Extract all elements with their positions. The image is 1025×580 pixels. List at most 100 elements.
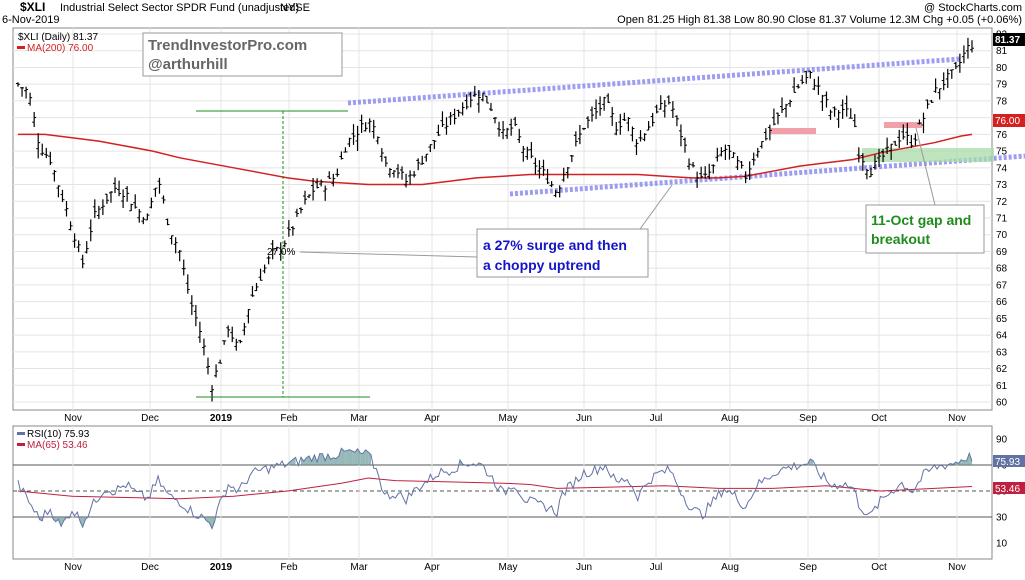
price-bar [153,187,158,197]
rsi-overbought-area [368,452,372,465]
rsi-overbought-area [360,453,363,465]
price-tick-label: 81 [996,46,1008,57]
price-bar [897,129,902,148]
price-bar [319,179,324,187]
callout1-line2: a choppy uptrend [483,257,600,273]
price-bar [913,133,918,146]
price-tick-label: 71 [996,214,1008,225]
price-bar [739,161,744,169]
price-bar [638,130,643,142]
price-bar [606,93,611,103]
ma200-line [18,133,973,186]
price-bar [379,148,384,162]
rsi-overbought-area [365,449,369,465]
price-tick-label: 64 [996,331,1008,342]
x-tick-label-rsi: Mar [350,562,368,573]
price-bar [16,82,20,87]
price-bar [456,109,461,117]
price-bar [763,128,768,141]
resistance-zone-aug [770,128,816,134]
price-bar [323,185,328,201]
x-tick-label: Oct [871,413,887,424]
price-bar [634,139,639,155]
price-bar [618,113,623,135]
price-bar [832,106,837,117]
price-bar [391,170,396,178]
ma-legend-swatch [17,46,25,49]
price-bar [569,155,574,163]
price-bar [525,146,530,160]
price-bar [347,137,352,148]
price-bar [137,208,142,223]
x-tick-label: Aug [721,413,739,424]
price-last-value: 81.37 [995,35,1020,46]
price-bar [844,95,849,117]
price-bar [355,125,360,151]
rsi-overbought-area [349,449,353,465]
price-bar [573,131,578,147]
price-bar [258,268,263,281]
price-bar [250,286,255,297]
price-bar [238,339,243,344]
price-bar [804,70,809,84]
x-tick-label-rsi: Apr [424,562,440,573]
price-tick-label: 67 [996,280,1008,291]
price-bar [816,76,821,95]
price-bar [937,88,942,100]
price-bar [933,78,938,93]
x-tick-label: Dec [141,413,159,424]
price-bar [549,181,554,188]
x-tick-label: Apr [424,413,440,424]
price-bar [872,154,877,170]
price-bar [464,94,469,110]
x-tick-label: Sep [799,413,817,424]
rsi-overbought-area [362,449,366,465]
price-bar [590,106,595,122]
price-bar [711,164,716,174]
callout2-line2: breakout [871,231,930,247]
price-bar [113,177,118,194]
x-tick-label-rsi: Feb [280,562,298,573]
price-bar [80,254,85,269]
price-tick-label: 78 [996,96,1008,107]
price-bar [529,142,534,159]
x-tick-label: Nov [64,413,82,424]
ma-legend: MA(200) 76.00 [27,43,94,54]
price-bar [44,147,49,159]
fund-description: Industrial Select Sector SPDR Fund (unad… [60,2,299,14]
price-bar [561,167,566,182]
price-bar [40,143,45,156]
price-bar [735,155,740,171]
price-bar [796,84,801,89]
rsi-tick-label: 10 [996,539,1008,550]
price-bar [335,168,340,177]
price-bars [16,37,974,402]
price-bar [800,75,805,85]
price-bar [460,102,465,116]
price-bar [108,191,113,203]
rsi-ma-line [17,477,973,500]
price-bar [614,122,619,136]
price-bar [747,161,752,181]
rsi-tick-label: 30 [996,513,1008,524]
price-bar [731,151,736,159]
price-bar [642,133,647,142]
price-bar [541,159,546,176]
watermark: @ StockCharts.com [924,2,1022,14]
price-bar [505,127,510,139]
price-bar [893,140,898,146]
price-bar [60,189,65,203]
rsi-tick-label: 90 [996,435,1008,446]
price-bar [96,205,101,220]
price-bar [311,177,316,201]
price-bar [577,124,582,145]
price-tick-label: 60 [996,398,1008,409]
price-bar [877,148,882,168]
price-bar [957,53,962,73]
price-bar [363,122,368,132]
price-bar [161,195,166,204]
price-bar [771,108,776,126]
price-bar [654,104,659,114]
price-bar [387,168,392,178]
branding-box [142,32,343,77]
